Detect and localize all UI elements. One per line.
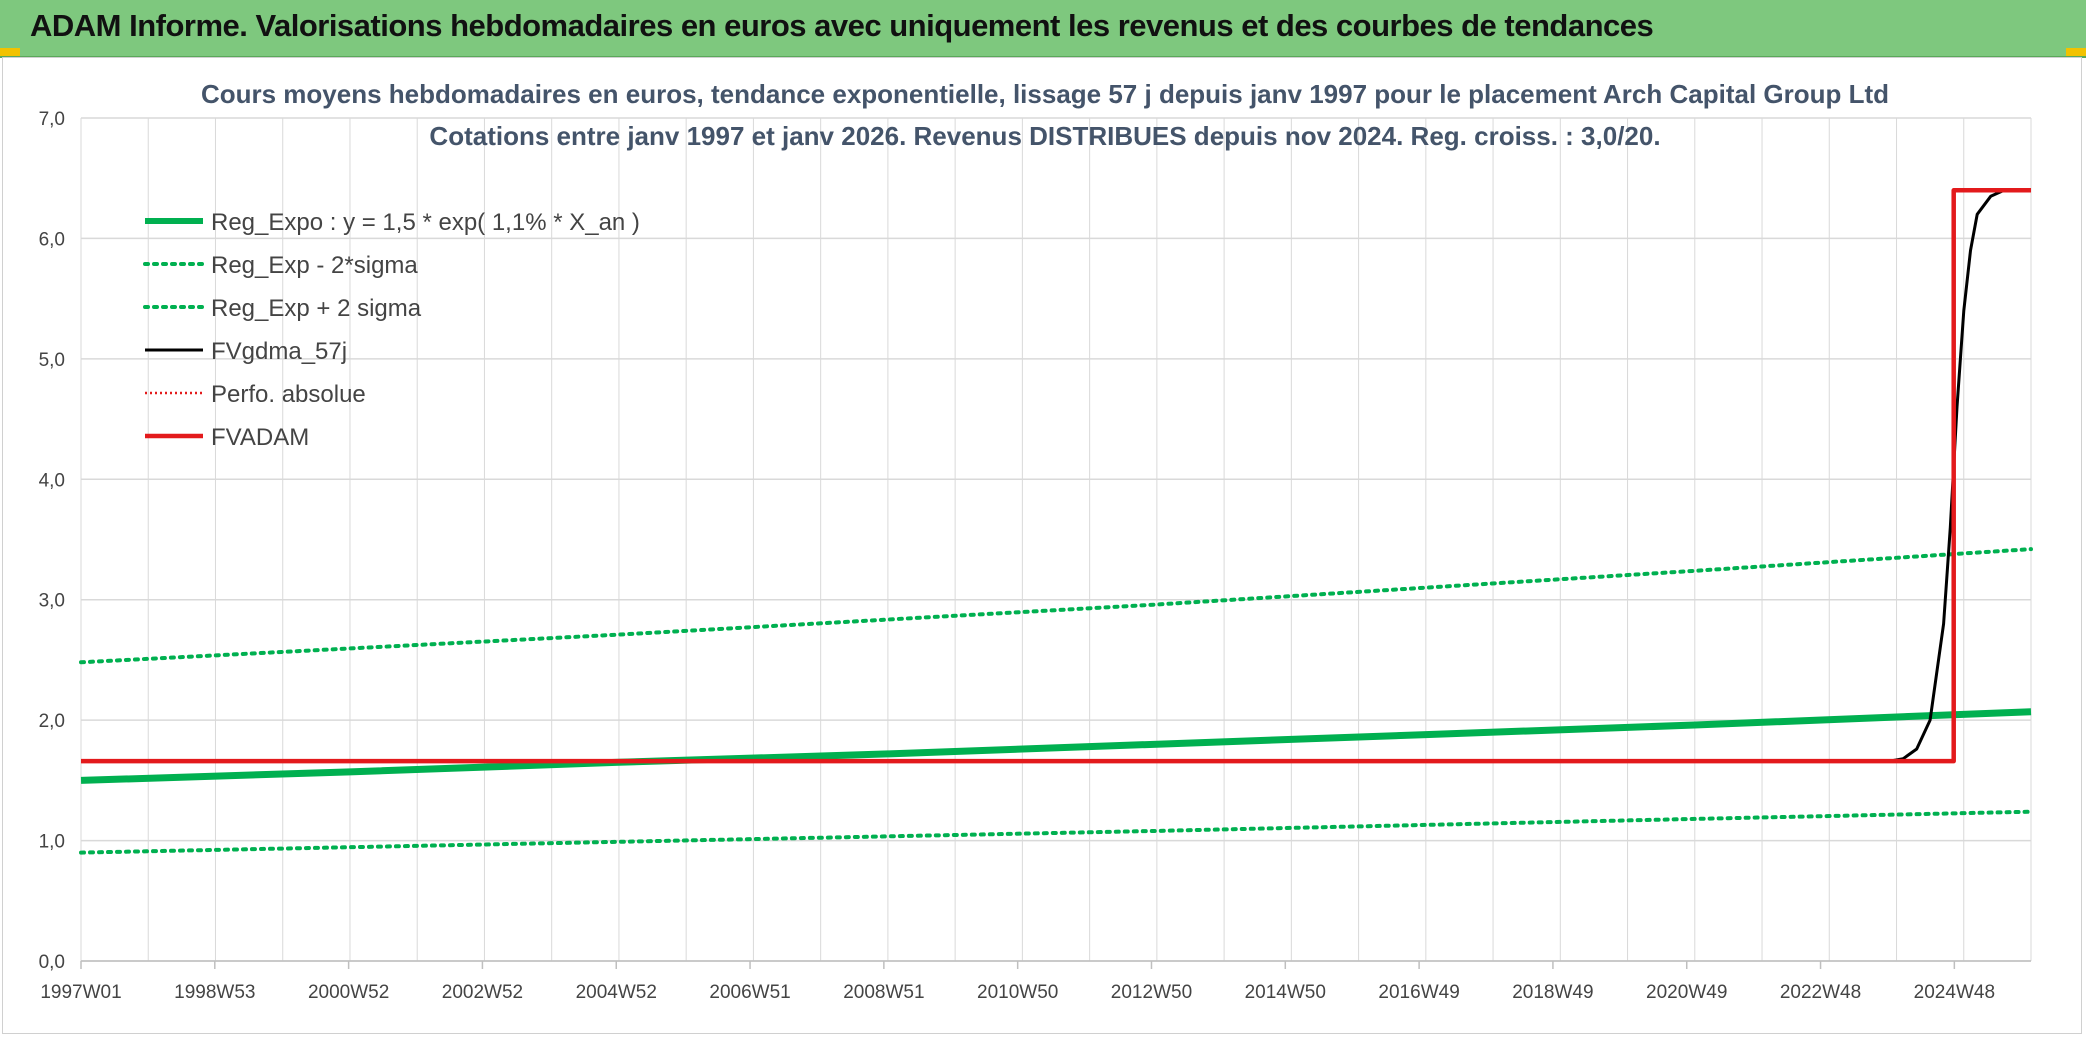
legend-label: Perfo. absolue xyxy=(211,381,366,408)
y-tick-label: 1,0 xyxy=(39,832,65,853)
y-tick-label: 4,0 xyxy=(39,470,65,491)
x-tick-label: 1997W01 xyxy=(40,982,121,1003)
x-tick-label: 2010W50 xyxy=(977,982,1058,1003)
series-line-thick-red xyxy=(81,188,2031,764)
chart-frame: 0,0 1,0 2,0 3,0 4,0 5,0 6,0 7,0 1997W01 1998W53 20… xyxy=(2,57,2082,1034)
x-tick-label: 2018W49 xyxy=(1512,982,1593,1003)
x-tick-label: 2020W49 xyxy=(1646,982,1727,1003)
corner-marker-right xyxy=(2066,48,2086,56)
y-tick-label: 7,0 xyxy=(39,109,65,130)
chart-title-line2: Cotations entre janv 1997 et janv 2026. … xyxy=(429,121,1660,151)
series-line-dotted-green xyxy=(79,547,2033,665)
corner-marker-left xyxy=(0,48,20,56)
legend: Reg_Expo : y = 1,5 * exp( 1,1% * X_an ) R… xyxy=(143,209,640,451)
x-tick-label: 2000W52 xyxy=(308,982,389,1003)
header-bar: ADAM Informe. Valorisations hebdomadaire… xyxy=(0,0,2086,58)
legend-label: Reg_Exp + 2 sigma xyxy=(211,295,422,322)
x-tick-label: 2012W50 xyxy=(1111,982,1192,1003)
series-layer xyxy=(79,188,2033,855)
y-tick-label: 0,0 xyxy=(39,952,65,973)
x-tick-label: 2016W49 xyxy=(1378,982,1459,1003)
y-tick-label: 2,0 xyxy=(39,711,65,732)
y-tick-label: 6,0 xyxy=(39,229,65,250)
grid xyxy=(80,117,2032,962)
x-tick-label: 2008W51 xyxy=(843,982,924,1003)
series-line-thick-green xyxy=(80,708,2032,784)
legend-label: Reg_Expo : y = 1,5 * exp( 1,1% * X_an ) xyxy=(211,209,640,236)
series-line-dotted-green xyxy=(79,809,2033,855)
x-tick-label: 2002W52 xyxy=(442,982,523,1003)
report-title: ADAM Informe. Valorisations hebdomadaire… xyxy=(30,8,1654,43)
y-tick-label: 3,0 xyxy=(39,591,65,612)
x-tick-label: 2006W51 xyxy=(709,982,790,1003)
chart: 0,0 1,0 2,0 3,0 4,0 5,0 6,0 7,0 1997W01 1998W53 20… xyxy=(39,79,2033,1003)
axes: 0,0 1,0 2,0 3,0 4,0 5,0 6,0 7,0 1997W01 1998W53 20… xyxy=(39,109,2031,1003)
x-tick-label: 2014W50 xyxy=(1245,982,1326,1003)
legend-label: FVgdma_57j xyxy=(211,338,347,365)
y-tick-label: 5,0 xyxy=(39,350,65,371)
x-tick-label: 2004W52 xyxy=(576,982,657,1003)
x-tick-label: 2024W48 xyxy=(1914,982,1995,1003)
chart-title-line1: Cours moyens hebdomadaires en euros, ten… xyxy=(201,79,1889,109)
x-tick-label: 1998W53 xyxy=(174,982,255,1003)
x-tick-label: 2022W48 xyxy=(1780,982,1861,1003)
legend-label: FVADAM xyxy=(211,424,309,451)
legend-label: Reg_Exp - 2*sigma xyxy=(211,252,418,279)
